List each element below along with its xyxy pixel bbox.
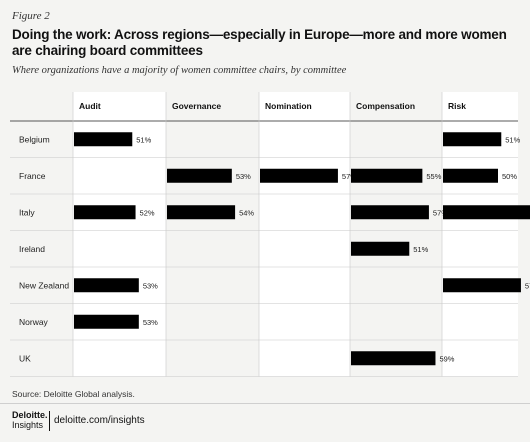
chart-title: Doing the work: Across regions—especiall… <box>12 27 507 58</box>
bar <box>443 278 521 293</box>
column-header: Governance <box>172 101 221 111</box>
site-link[interactable]: deloitte.com/insights <box>54 415 145 426</box>
data-label: 51% <box>413 245 428 254</box>
bar <box>74 132 133 147</box>
column-header: Compensation <box>356 101 415 111</box>
bar <box>351 205 429 220</box>
bar <box>74 278 139 293</box>
figure-label: Figure 2 <box>12 10 50 22</box>
bar <box>351 241 410 256</box>
data-label: 54% <box>239 208 254 217</box>
row-label: Italy <box>19 207 35 217</box>
bar <box>443 132 502 147</box>
row-label: Norway <box>19 317 49 327</box>
row-label: Belgium <box>19 134 50 144</box>
chart-subtitle: Where organizations have a majority of w… <box>12 65 347 76</box>
data-label: 51% <box>136 135 151 144</box>
column-header: Risk <box>448 101 466 111</box>
bar <box>351 168 423 183</box>
data-label: 55% <box>426 172 441 181</box>
row-label: UK <box>19 353 31 363</box>
footer-divider <box>0 403 530 404</box>
data-label: 57% <box>433 208 448 217</box>
source-note: Source: Deloitte Global analysis. <box>12 389 135 399</box>
column-band <box>259 92 350 377</box>
column-header: Audit <box>79 101 101 111</box>
data-label: 53% <box>143 318 158 327</box>
logo-line-2: Insights <box>12 420 44 430</box>
chart: Audit Governance Nomination Compensation Ris… <box>10 92 530 377</box>
data-label: 53% <box>236 172 251 181</box>
bar <box>443 205 530 220</box>
data-label: 53% <box>143 281 158 290</box>
row-label: France <box>19 171 46 181</box>
data-label: 50% <box>502 172 517 181</box>
data-label: 51% <box>505 135 520 144</box>
row-label: New Zealand <box>19 280 69 290</box>
bar <box>74 205 136 220</box>
bar <box>167 168 232 183</box>
column-header: Nomination <box>265 101 312 111</box>
row-label: Ireland <box>19 244 45 254</box>
bar <box>260 168 338 183</box>
data-label: 57% <box>525 281 530 290</box>
logo-line-1: Deloitte. <box>12 410 48 420</box>
bar <box>167 205 236 220</box>
deloitte-insights-logo: Deloitte. Insights <box>12 410 48 430</box>
bar <box>351 351 436 366</box>
bar <box>443 168 498 183</box>
logo-separator <box>49 411 50 431</box>
data-label: 52% <box>140 208 155 217</box>
bar <box>74 314 139 329</box>
data-label: 57% <box>342 172 357 181</box>
data-label: 59% <box>439 354 454 363</box>
